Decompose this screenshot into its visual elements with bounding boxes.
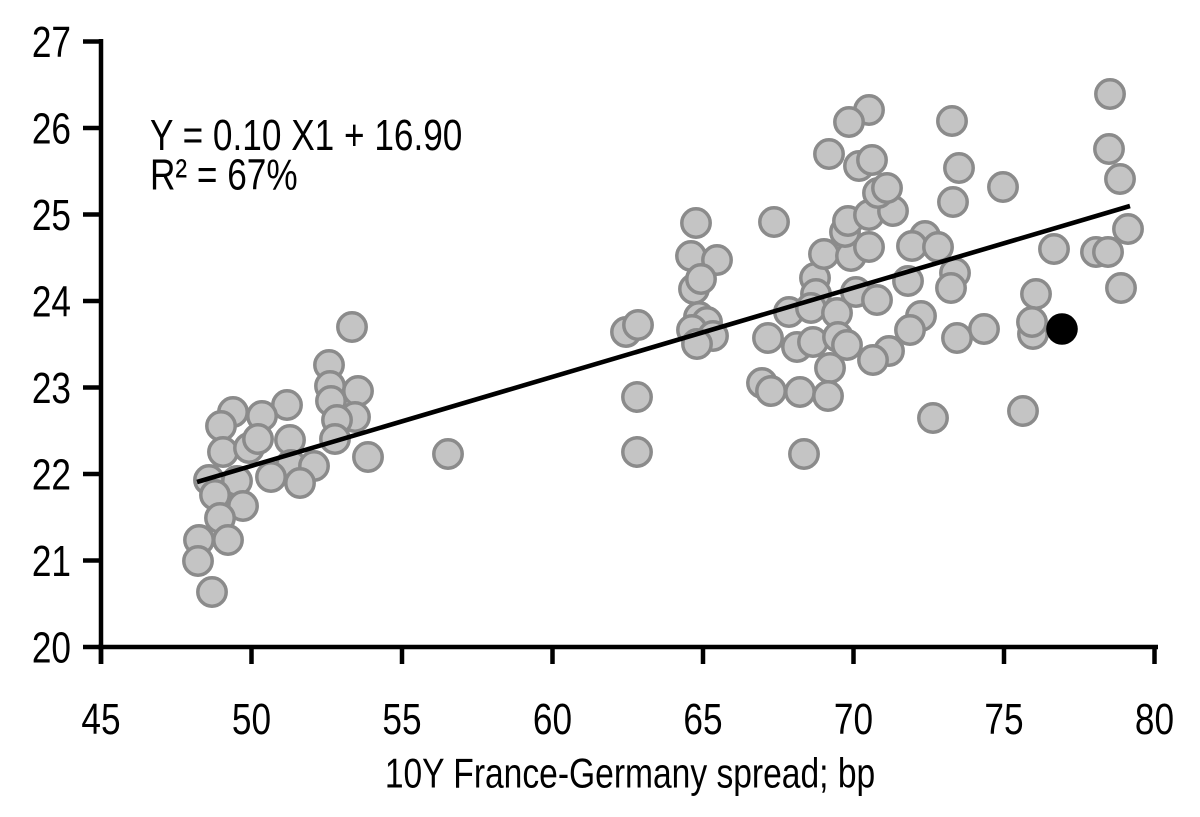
svg-text:22: 22: [32, 451, 71, 500]
svg-text:50: 50: [232, 695, 271, 744]
svg-text:20: 20: [32, 624, 71, 673]
svg-text:10Y France-Germany spread; bp: 10Y France-Germany spread; bp: [385, 751, 875, 797]
svg-text:27: 27: [32, 18, 71, 67]
svg-text:65: 65: [683, 695, 722, 744]
svg-text:R² = 67%: R² = 67%: [150, 151, 298, 200]
svg-text:45: 45: [81, 695, 120, 744]
svg-text:21: 21: [32, 537, 71, 586]
svg-text:75: 75: [984, 695, 1023, 744]
svg-text:Y = 0.10 X1 + 16.90: Y = 0.10 X1 + 16.90: [150, 111, 462, 160]
svg-text:70: 70: [834, 695, 873, 744]
svg-text:55: 55: [382, 695, 421, 744]
svg-text:23: 23: [32, 364, 71, 413]
svg-text:25: 25: [32, 191, 71, 240]
svg-text:60: 60: [533, 695, 572, 744]
svg-text:26: 26: [32, 105, 71, 154]
svg-text:24: 24: [32, 278, 71, 327]
svg-text:80: 80: [1135, 695, 1174, 744]
